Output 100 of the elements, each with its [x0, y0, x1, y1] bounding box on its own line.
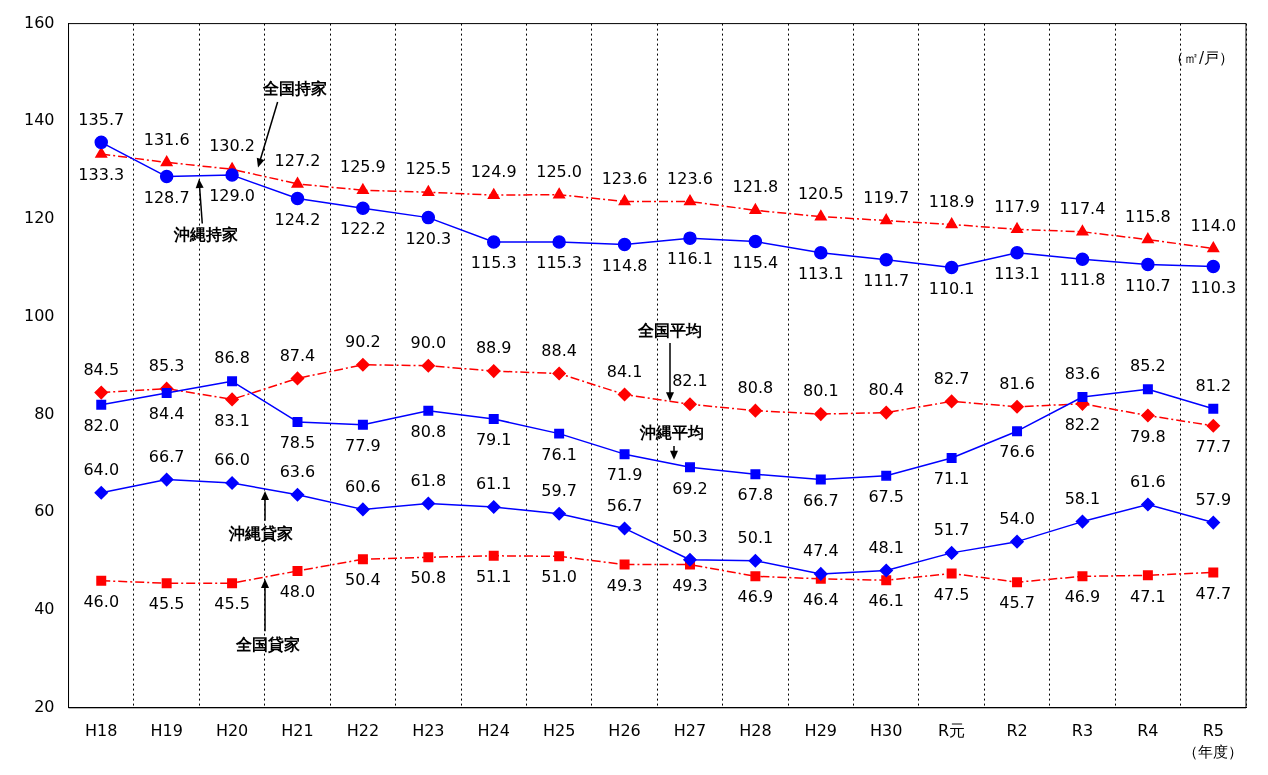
data-label: 50.4	[345, 570, 381, 590]
x-tick-label: H29	[804, 720, 837, 740]
data-label: 77.7	[1195, 436, 1232, 456]
x-tick-label: H25	[542, 720, 576, 740]
data-label: 114.0	[1190, 215, 1237, 235]
data-label: 48.1	[868, 537, 905, 557]
data-label: 116.1	[667, 249, 713, 269]
data-label: 118.9	[928, 191, 975, 211]
x-tick-label: H27	[673, 720, 707, 740]
data-label: 83.6	[1064, 364, 1101, 384]
x-axis-title: （年度）	[1183, 742, 1244, 761]
data-label: 135.7	[78, 109, 125, 129]
data-label: 47.4	[802, 541, 839, 561]
y-tick-label: 100	[23, 305, 55, 325]
x-tick-label: H26	[608, 720, 641, 740]
data-label: 124.2	[274, 209, 321, 229]
data-label: 84.5	[83, 359, 120, 379]
data-label: 117.4	[1059, 198, 1106, 218]
x-tick-label: R5	[1202, 720, 1224, 740]
data-label: 60.6	[345, 476, 381, 496]
data-label: 69.2	[672, 478, 708, 498]
data-label: 59.7	[541, 480, 577, 500]
data-label: 115.8	[1124, 206, 1171, 226]
y-tick-label: 80	[34, 403, 55, 423]
text: 全国貸家	[235, 634, 301, 654]
data-label: 114.8	[601, 255, 648, 275]
x-tick-label: H24	[477, 720, 510, 740]
data-label: 133.3	[78, 165, 125, 185]
data-label: 61.6	[1130, 471, 1166, 491]
data-label: 66.7	[148, 446, 185, 466]
y-tick-label: 60	[34, 501, 55, 521]
data-label: 79.8	[1130, 426, 1166, 446]
data-label: 64.0	[83, 459, 120, 479]
data-label: 111.7	[863, 270, 910, 290]
data-label: 125.0	[536, 161, 583, 181]
text: 全国持家	[261, 78, 327, 98]
data-label: 77.9	[345, 435, 381, 455]
series-label: 沖縄平均	[638, 423, 704, 443]
data-label: 51.1	[475, 566, 512, 586]
data-label: 46.9	[1064, 587, 1101, 607]
data-label: 110.1	[928, 278, 975, 298]
data-label: 115.4	[732, 252, 779, 272]
data-label: 56.7	[606, 495, 643, 515]
data-label: 130.2	[209, 136, 255, 156]
data-label: 82.0	[83, 415, 120, 435]
data-label: 80.4	[868, 379, 905, 399]
data-label: 82.1	[672, 371, 708, 391]
data-label: 45.5	[148, 594, 185, 614]
data-label: 83.1	[214, 410, 250, 430]
data-label: 90.0	[410, 332, 447, 352]
data-label: 84.1	[606, 361, 643, 381]
x-tick-label: H30	[870, 720, 903, 740]
data-label: 128.7	[143, 187, 190, 207]
data-label: 61.1	[475, 474, 512, 494]
x-tick-label: R2	[1006, 720, 1028, 740]
x-tick-label: H23	[412, 720, 445, 740]
data-label: 115.3	[470, 253, 517, 273]
data-label: 51.7	[933, 520, 970, 540]
x-tick-label: R元	[938, 720, 966, 740]
data-label: 46.9	[737, 587, 774, 607]
data-label: 123.6	[601, 168, 648, 188]
data-label: 67.8	[737, 485, 774, 505]
data-label: 87.4	[279, 345, 316, 365]
data-label: 47.7	[1195, 583, 1232, 603]
data-label: 124.9	[470, 162, 517, 182]
data-label: 82.7	[933, 368, 970, 388]
data-label: 110.7	[1124, 275, 1171, 295]
data-label: 46.0	[83, 591, 120, 611]
data-label: 46.4	[802, 589, 839, 609]
data-label: 50.8	[410, 568, 447, 588]
data-label: 67.5	[868, 486, 905, 506]
data-label: 66.7	[802, 490, 839, 510]
data-label: 88.4	[541, 340, 577, 360]
data-label: 54.0	[999, 508, 1035, 528]
data-label: 46.1	[868, 591, 905, 611]
data-label: 71.1	[933, 469, 970, 489]
data-label: 111.8	[1059, 270, 1106, 290]
data-label: 45.7	[999, 593, 1035, 613]
data-label: 66.0	[214, 450, 250, 470]
data-label: 120.3	[405, 228, 452, 248]
y-tick-label: 40	[34, 599, 55, 619]
x-tick-label: H22	[346, 720, 380, 740]
data-label: 131.6	[143, 129, 190, 149]
data-label: 85.3	[148, 355, 185, 375]
data-label: 61.8	[410, 470, 447, 490]
text: 沖縄持家	[172, 225, 238, 245]
text: 全国平均	[637, 320, 703, 340]
x-tick-label: H20	[215, 720, 249, 740]
data-label: 58.1	[1064, 488, 1101, 508]
data-label: 125.9	[340, 157, 386, 177]
data-label: 85.2	[1130, 356, 1166, 376]
data-label: 49.3	[672, 575, 708, 595]
data-label: 47.1	[1130, 586, 1166, 606]
data-label: 110.3	[1190, 277, 1237, 297]
data-label: 63.6	[279, 461, 316, 481]
data-label: 127.2	[274, 151, 321, 171]
data-label: 50.1	[737, 527, 774, 547]
data-label: 51.0	[541, 567, 577, 587]
data-label: 80.8	[410, 421, 447, 441]
data-label: 113.1	[994, 263, 1040, 283]
